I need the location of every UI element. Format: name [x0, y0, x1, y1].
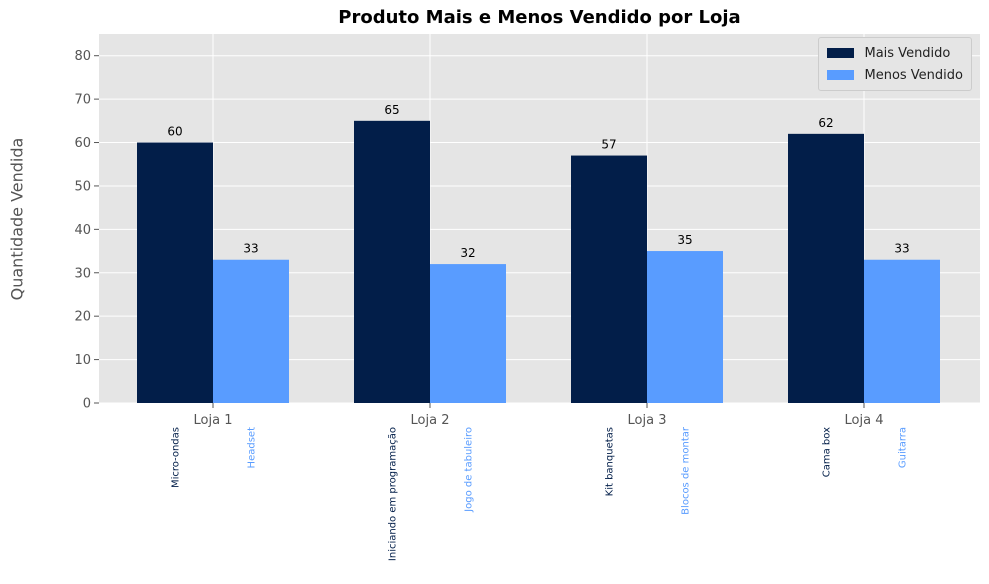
- data-label-mais-3: 57: [601, 138, 616, 152]
- data-label-menos-3: 35: [677, 233, 692, 247]
- data-label-menos-4: 33: [894, 242, 909, 256]
- data-label-mais-2: 65: [384, 103, 399, 117]
- legend-swatch-mais-vendido: [827, 48, 855, 58]
- y-tick-label: 50: [74, 179, 91, 194]
- bar-menos-vendido-3: [647, 251, 723, 403]
- product-label-menos-3: Blocos de montar: [681, 426, 692, 515]
- data-label-mais-1: 60: [167, 125, 182, 139]
- y-tick-label: 40: [74, 223, 91, 238]
- chart-title: Produto Mais e Menos Vendido por Loja: [338, 7, 741, 28]
- product-label-mais-4: Cama box: [822, 427, 833, 477]
- bar-mais-vendido-1: [137, 142, 213, 403]
- legend-swatch-menos-vendido: [827, 70, 855, 80]
- y-tick-label: 30: [74, 266, 91, 281]
- data-label-menos-1: 33: [243, 242, 258, 256]
- product-label-menos-4: Guitarra: [898, 427, 909, 468]
- x-tick-label: Loja 2: [411, 413, 450, 428]
- bar-menos-vendido-4: [864, 259, 940, 403]
- legend-item-menos-vendido: Menos Vendido: [827, 64, 963, 86]
- bar-mais-vendido-2: [354, 120, 430, 403]
- y-tick-label: 10: [74, 353, 91, 368]
- legend-label-mais-vendido: Mais Vendido: [864, 45, 951, 61]
- legend: Mais Vendido Menos Vendido: [818, 37, 972, 91]
- product-label-mais-2: Iniciando em programação: [388, 427, 399, 561]
- x-tick-label: Loja 4: [845, 413, 884, 428]
- bar-menos-vendido-1: [213, 259, 289, 403]
- y-tick-label: 0: [83, 397, 91, 412]
- x-tick-label: Loja 1: [194, 413, 233, 428]
- y-tick-label: 20: [74, 310, 91, 325]
- data-label-menos-2: 32: [460, 246, 475, 260]
- legend-item-mais-vendido: Mais Vendido: [827, 42, 963, 64]
- y-tick-label: 60: [74, 136, 91, 151]
- legend-label-menos-vendido: Menos Vendido: [864, 67, 963, 83]
- product-label-mais-3: Kit banquetas: [605, 427, 616, 496]
- product-label-menos-1: Headset: [247, 427, 258, 469]
- y-tick-label: 80: [74, 49, 91, 64]
- x-tick-label: Loja 3: [628, 413, 667, 428]
- y-tick-label: 70: [74, 93, 91, 108]
- bar-menos-vendido-2: [430, 264, 506, 403]
- bar-mais-vendido-4: [788, 133, 864, 404]
- product-label-menos-2: Jogo de tabuleiro: [464, 427, 475, 513]
- bar-mais-vendido-3: [571, 155, 647, 403]
- data-label-mais-4: 62: [818, 116, 833, 130]
- product-label-mais-1: Micro-ondas: [171, 427, 182, 488]
